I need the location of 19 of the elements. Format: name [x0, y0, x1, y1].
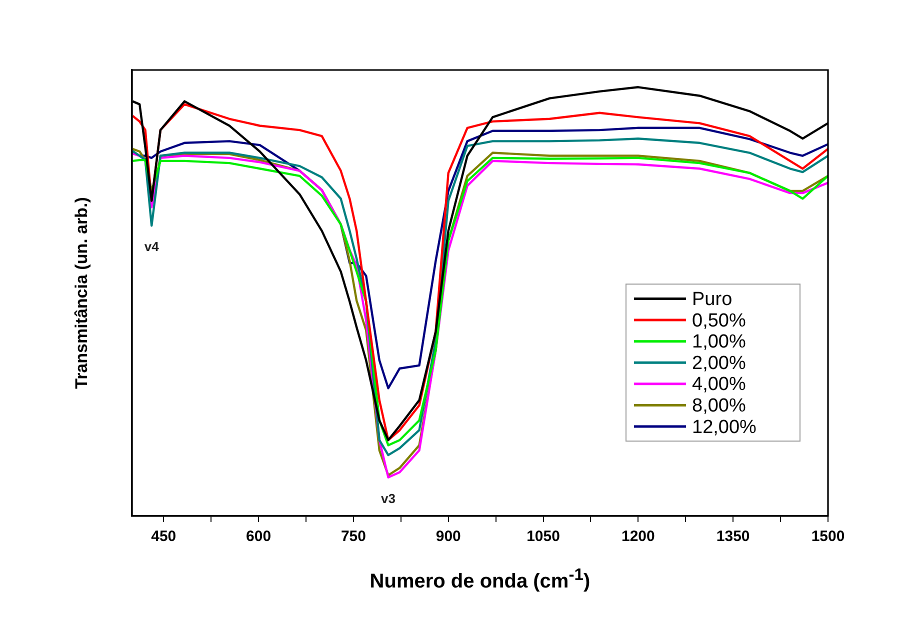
annotation: v3 [381, 490, 396, 506]
legend-label: 4,00% [692, 374, 746, 396]
annotation: v4 [144, 239, 160, 254]
x-axis-title: Numero de onda (cm$^{-1}$) [368, 565, 592, 594]
legend-label: Puro [692, 288, 732, 310]
x-tick-label: 1200 [621, 528, 655, 546]
x-tick-label: 600 [246, 528, 272, 546]
x-tick-label: 750 [340, 528, 366, 546]
x-tick-label: 900 [436, 528, 461, 546]
legend-label: 8,00% [692, 395, 746, 416]
x-tick-label: 1500 [811, 528, 845, 546]
x-tick-label: 450 [151, 528, 176, 546]
y-axis-title: Transmitância (un. arb.) [72, 197, 92, 389]
legend-label: 12,00% [692, 416, 757, 438]
legend-label: 1,00% [692, 332, 746, 353]
x-tick-label: 1050 [526, 528, 560, 546]
legend-label: 2,00% [692, 352, 746, 374]
legend-label: 0,50% [692, 310, 746, 332]
x-tick-label: 1350 [716, 528, 750, 546]
